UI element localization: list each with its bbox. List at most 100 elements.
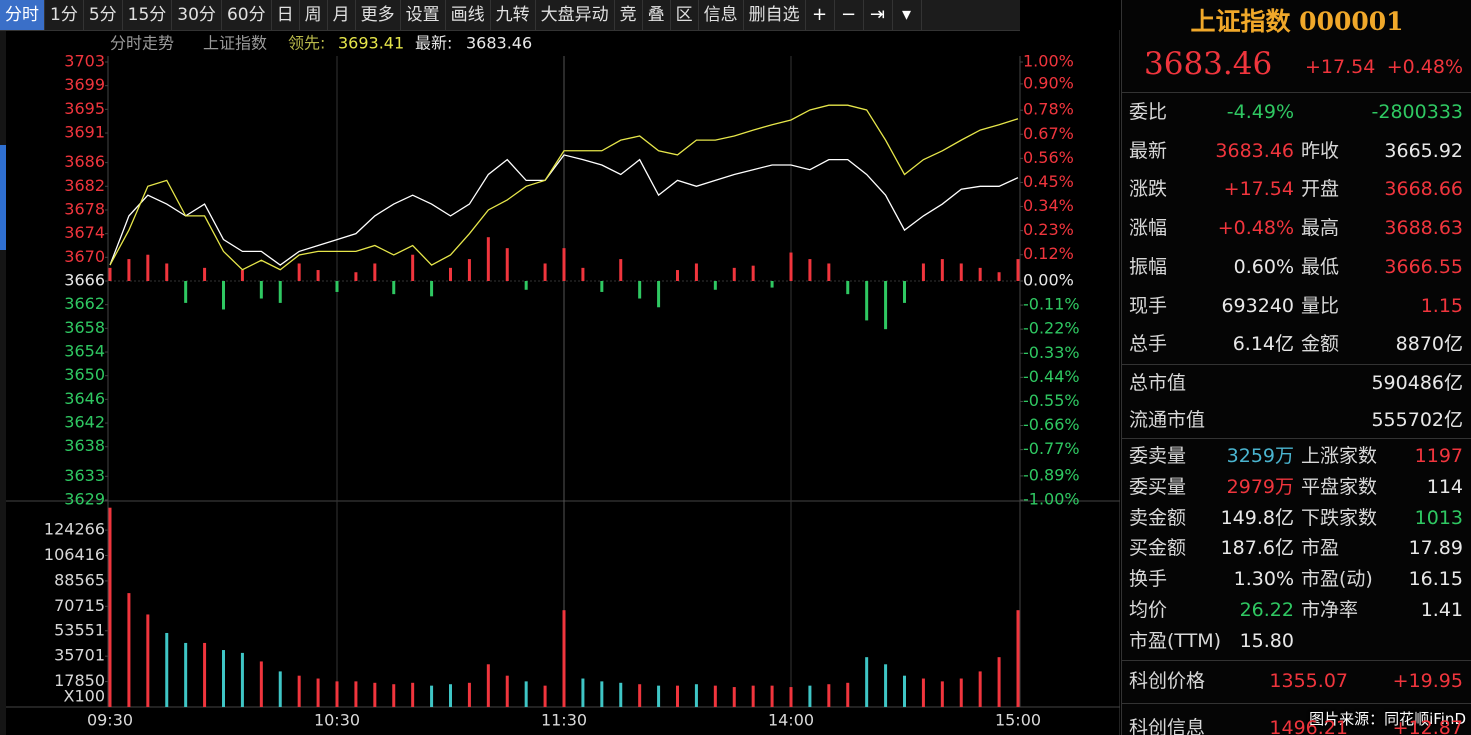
change-bar xyxy=(732,267,736,281)
toolbar-icon[interactable]: ⇥ xyxy=(864,0,893,30)
volume-bar xyxy=(259,661,263,707)
stat-value-2: +12.87 xyxy=(1392,717,1463,735)
toolbar-tab[interactable]: 九转 xyxy=(491,0,536,30)
y-tick-label: 3670 xyxy=(64,247,105,266)
toolbar-tab[interactable]: 信息 xyxy=(699,0,744,30)
change-bar xyxy=(940,259,944,281)
toolbar-icon[interactable]: + xyxy=(806,0,835,30)
change-bar xyxy=(127,259,131,281)
stat-label: 委卖量 xyxy=(1129,445,1187,467)
stat-row: 科创信息 1496.21 +12.87 xyxy=(1129,713,1463,735)
volume-bar xyxy=(203,642,207,707)
toolbar-tab[interactable]: 设置 xyxy=(401,0,446,30)
volume-bar xyxy=(676,685,679,707)
quote-title: 上证指数 000001 xyxy=(1122,2,1471,38)
stat-row: 涨跌 +17.54 开盘 3668.66 xyxy=(1129,174,1463,204)
stat-value-2: 1197 xyxy=(1414,445,1463,467)
toolbar-tab[interactable]: 30分 xyxy=(172,0,222,30)
volume-tick-label: 124266 xyxy=(44,520,105,539)
volume-bar xyxy=(581,678,585,707)
y2-tick-label: 0.12% xyxy=(1023,244,1074,263)
volume-bar xyxy=(467,682,471,707)
change-bar xyxy=(316,270,320,281)
toolbar-tab[interactable]: 删自选 xyxy=(744,0,806,30)
change-bar xyxy=(619,259,623,281)
volume-bar xyxy=(921,678,925,707)
toolbar-icon[interactable]: − xyxy=(835,0,864,30)
stat-row: 买金额 187.6亿 市盈 17.89 xyxy=(1129,533,1463,563)
stat-row: 卖金额 149.8亿 下跌家数 1013 xyxy=(1129,503,1463,533)
toolbar-tab[interactable]: 1分 xyxy=(45,0,84,30)
toolbar-tab[interactable]: 画线 xyxy=(446,0,491,30)
separator xyxy=(1122,92,1471,93)
stat-label-2: 下跌家数 xyxy=(1301,506,1378,529)
stat-value: 187.6亿 xyxy=(1220,537,1294,560)
separator xyxy=(1122,703,1471,704)
volume-bar xyxy=(297,675,301,707)
y-tick-label: 3629 xyxy=(64,490,105,509)
volume-tick-label: 35701 xyxy=(54,646,105,665)
toolbar-tab[interactable]: 60分 xyxy=(222,0,272,30)
stat-label: 换手 xyxy=(1129,568,1168,591)
toolbar-tab[interactable]: 周 xyxy=(300,0,328,30)
change-bar xyxy=(657,281,661,308)
y-tick-label: 3666 xyxy=(64,271,105,290)
toolbar-tab[interactable]: 日 xyxy=(272,0,300,30)
toolbar-tab[interactable]: 15分 xyxy=(123,0,173,30)
change-bar xyxy=(638,281,642,299)
change-bar xyxy=(978,267,982,281)
toolbar-tab[interactable]: 区 xyxy=(671,0,699,30)
toolbar-icon[interactable]: ▾ xyxy=(893,0,922,30)
volume-bar xyxy=(430,685,434,707)
toolbar-tab[interactable]: 更多 xyxy=(356,0,401,30)
toolbar-tab[interactable]: 分时 xyxy=(0,0,45,30)
volume-bar xyxy=(959,678,963,707)
change-bar xyxy=(1016,259,1020,281)
volume-bar xyxy=(411,682,415,707)
toolbar-tab[interactable]: 月 xyxy=(328,0,356,30)
volume-bar xyxy=(316,678,320,707)
stat-row: 涨幅 +0.48% 最高 3688.63 xyxy=(1129,213,1463,243)
stat-label: 市盈(TTM) xyxy=(1129,629,1222,652)
volume-bar xyxy=(108,507,112,707)
y2-tick-label: -0.77% xyxy=(1023,439,1080,458)
change-bar xyxy=(865,281,869,321)
quote-price: 3683.46 xyxy=(1144,46,1273,82)
toolbar-tab[interactable]: 大盘异动 xyxy=(536,0,615,30)
change-bar xyxy=(789,252,793,281)
stat-value-2: 3688.63 xyxy=(1384,217,1463,240)
y-tick-label: 3674 xyxy=(64,223,105,242)
stat-label-2: 市盈 xyxy=(1301,537,1340,560)
change-bar xyxy=(467,259,471,281)
toolbar-tab[interactable]: 竞 xyxy=(615,0,643,30)
stat-label: 现手 xyxy=(1129,294,1168,317)
change-bar xyxy=(108,267,112,281)
volume-bar xyxy=(657,685,661,707)
stat-label: 均价 xyxy=(1129,599,1168,621)
stat-label: 委比 xyxy=(1129,101,1168,123)
y2-tick-label: 1.00% xyxy=(1023,52,1074,71)
volume-bar xyxy=(903,675,906,707)
toolbar-tab[interactable]: 5分 xyxy=(84,0,123,30)
volume-bar xyxy=(543,685,547,707)
side-indicator xyxy=(0,145,6,250)
volume-tick-label: 70715 xyxy=(54,596,105,615)
stat-label: 卖金额 xyxy=(1129,506,1187,529)
y2-tick-label: 0.56% xyxy=(1023,148,1074,167)
change-bar xyxy=(184,281,188,303)
change-bar xyxy=(392,281,396,295)
volume-bar xyxy=(751,685,755,707)
quote-name: 上证指数 xyxy=(1190,7,1291,36)
change-bar xyxy=(600,281,604,292)
y-tick-label: 3646 xyxy=(64,389,105,408)
volume-tick-label: 106416 xyxy=(44,545,105,564)
volume-bar xyxy=(392,684,396,707)
stat-label-2: 最高 xyxy=(1301,217,1340,240)
price-line xyxy=(109,154,1019,266)
stat-value-2: 1.15 xyxy=(1420,294,1463,317)
x-tick-label: 10:30 xyxy=(314,711,360,730)
stat-label: 涨幅 xyxy=(1129,217,1168,240)
volume-bar xyxy=(184,642,188,707)
toolbar-tab[interactable]: 叠 xyxy=(643,0,671,30)
stat-value-2: 17.89 xyxy=(1408,537,1463,560)
